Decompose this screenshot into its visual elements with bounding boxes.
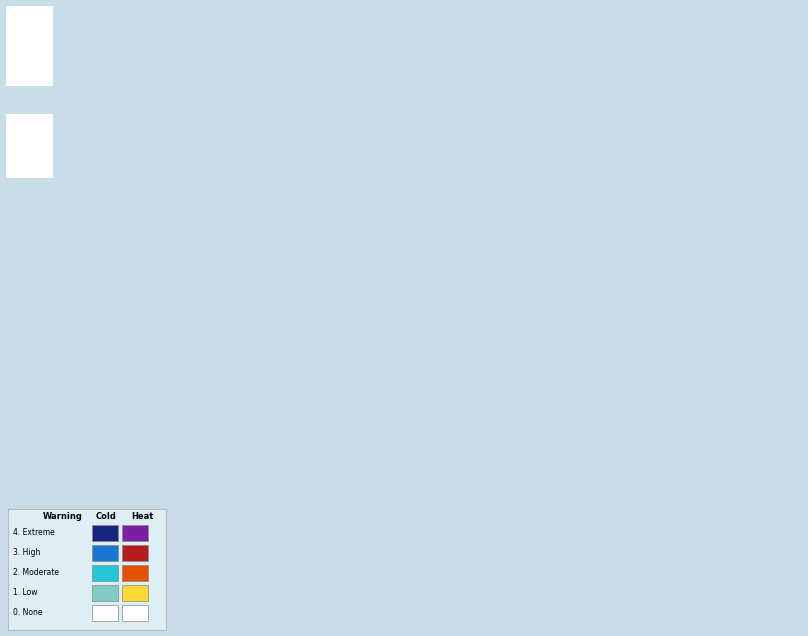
Bar xyxy=(91,565,118,581)
Text: 1. Low: 1. Low xyxy=(13,588,37,597)
Text: 2. Moderate: 2. Moderate xyxy=(13,569,59,577)
FancyBboxPatch shape xyxy=(5,112,55,181)
Text: Cold: Cold xyxy=(95,511,116,520)
Bar xyxy=(91,585,118,600)
Text: Heat: Heat xyxy=(131,511,154,520)
Bar xyxy=(121,605,149,621)
Text: 4. Extreme: 4. Extreme xyxy=(13,529,55,537)
Bar xyxy=(121,585,149,600)
Bar xyxy=(121,545,149,561)
Bar xyxy=(91,525,118,541)
Text: +: + xyxy=(22,17,38,36)
Bar xyxy=(121,525,149,541)
Bar xyxy=(121,565,149,581)
Text: 0. None: 0. None xyxy=(13,608,42,617)
Text: Warning: Warning xyxy=(43,511,82,520)
Text: 3. High: 3. High xyxy=(13,548,40,557)
Bar xyxy=(91,545,118,561)
Bar xyxy=(91,605,118,621)
FancyBboxPatch shape xyxy=(5,3,55,89)
Text: −: − xyxy=(22,57,38,76)
